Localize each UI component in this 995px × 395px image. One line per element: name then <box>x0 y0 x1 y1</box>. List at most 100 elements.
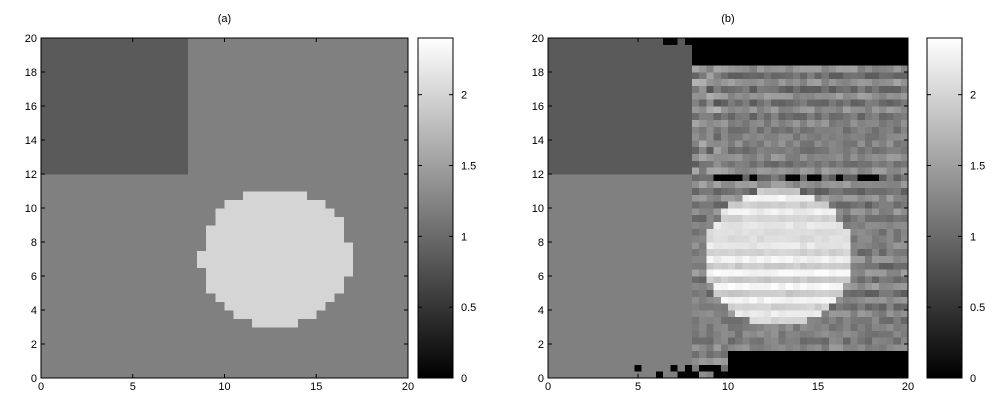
heatmap-cell <box>843 194 851 202</box>
heatmap-cell <box>316 80 326 90</box>
heatmap-cell <box>77 361 88 370</box>
heatmap-cell <box>706 323 714 331</box>
heatmap-cell <box>814 72 822 80</box>
heatmap-cell <box>252 191 262 200</box>
heatmap-cell <box>605 126 614 134</box>
heatmap-cell <box>836 133 844 141</box>
heatmap-cell <box>114 174 124 183</box>
heatmap-cell <box>713 350 722 358</box>
heatmap-cell <box>371 233 381 243</box>
heatmap-cell <box>706 140 714 148</box>
heatmap-cell <box>41 310 51 319</box>
heatmap-cell <box>59 174 69 183</box>
heatmap-cell <box>893 242 902 250</box>
heatmap-cell <box>59 318 69 328</box>
heatmap-cell <box>555 214 563 222</box>
heatmap-cell <box>215 97 225 107</box>
heatmap-cell <box>334 344 345 353</box>
heatmap-cell <box>576 38 585 46</box>
heatmap-cell <box>821 99 830 107</box>
heatmap-cell <box>749 296 758 304</box>
heatmap-cell <box>316 225 326 234</box>
heatmap-cell <box>288 233 299 243</box>
heatmap-cell <box>352 123 363 132</box>
heatmap-cell <box>123 267 134 277</box>
heatmap-cell <box>879 99 887 107</box>
heatmap-cell <box>627 289 635 297</box>
heatmap-cell <box>569 187 578 195</box>
heatmap-cell <box>764 201 772 209</box>
heatmap-cell <box>316 55 326 64</box>
heatmap-cell <box>706 235 714 243</box>
heatmap-cell <box>634 174 642 182</box>
heatmap-cell <box>242 310 253 319</box>
heatmap-cell <box>663 242 671 250</box>
heatmap-cell <box>141 327 152 336</box>
heatmap-cell <box>96 352 106 362</box>
heatmap-cell <box>648 187 657 195</box>
heatmap-cell <box>850 337 858 345</box>
heatmap-cell <box>59 293 69 302</box>
heatmap-cell <box>59 242 69 251</box>
heatmap-cell <box>196 318 207 328</box>
heatmap-cell <box>764 180 772 188</box>
heatmap-cell <box>771 371 779 379</box>
heatmap-cell <box>215 216 225 226</box>
heatmap-cell <box>879 167 887 175</box>
heatmap-cell <box>233 63 244 73</box>
heatmap-cell <box>785 296 794 304</box>
heatmap-cell <box>641 85 650 93</box>
y-tick-label: 8 <box>31 237 37 249</box>
heatmap-cell <box>362 259 372 268</box>
heatmap-cell <box>555 85 563 93</box>
heatmap-cell <box>169 191 180 200</box>
heatmap-cell <box>233 148 244 158</box>
heatmap-cell <box>742 112 750 120</box>
heatmap-cell <box>720 187 729 195</box>
heatmap-cell <box>114 208 124 217</box>
heatmap-cell <box>252 242 262 251</box>
heatmap-cell <box>641 174 650 182</box>
heatmap-cell <box>362 89 372 98</box>
heatmap-cell <box>123 97 134 107</box>
heatmap-cell <box>242 38 253 47</box>
heatmap-cell <box>279 191 290 200</box>
heatmap-cell <box>807 167 815 175</box>
heatmap-cell <box>398 267 409 277</box>
heatmap-cell <box>656 92 664 100</box>
heatmap-cell <box>857 85 866 93</box>
heatmap-cell <box>756 140 765 148</box>
heatmap-cell <box>591 344 599 352</box>
heatmap-cell <box>252 123 262 132</box>
heatmap-cell <box>749 167 758 175</box>
heatmap-cell <box>864 92 873 100</box>
heatmap-cell <box>398 131 409 141</box>
heatmap-cell <box>720 242 729 250</box>
heatmap-cell <box>706 180 714 188</box>
heatmap-cell <box>886 72 894 80</box>
heatmap-cell <box>670 92 678 100</box>
heatmap-cell <box>288 106 299 115</box>
heatmap-cell <box>151 191 161 200</box>
heatmap-cell <box>576 140 585 148</box>
heatmap-cell <box>187 72 198 81</box>
heatmap-cell <box>352 250 363 260</box>
heatmap-cell <box>684 208 693 216</box>
heatmap-cell <box>720 337 729 345</box>
heatmap-cell <box>684 248 693 256</box>
heatmap-cell <box>800 187 808 195</box>
heatmap-cell <box>242 327 253 336</box>
heatmap-cell <box>555 262 563 270</box>
heatmap-cell <box>206 259 216 268</box>
heatmap-cell <box>548 357 556 365</box>
heatmap-cell <box>886 337 894 345</box>
heatmap-cell <box>187 148 198 158</box>
heatmap-cell <box>886 296 894 304</box>
heatmap-cell <box>297 293 308 302</box>
heatmap-cell <box>836 99 844 107</box>
heatmap-cell <box>151 267 161 277</box>
heatmap-cell <box>206 250 216 260</box>
heatmap-cell <box>307 267 317 277</box>
heatmap-cell <box>641 316 650 324</box>
heatmap-cell <box>316 233 326 243</box>
